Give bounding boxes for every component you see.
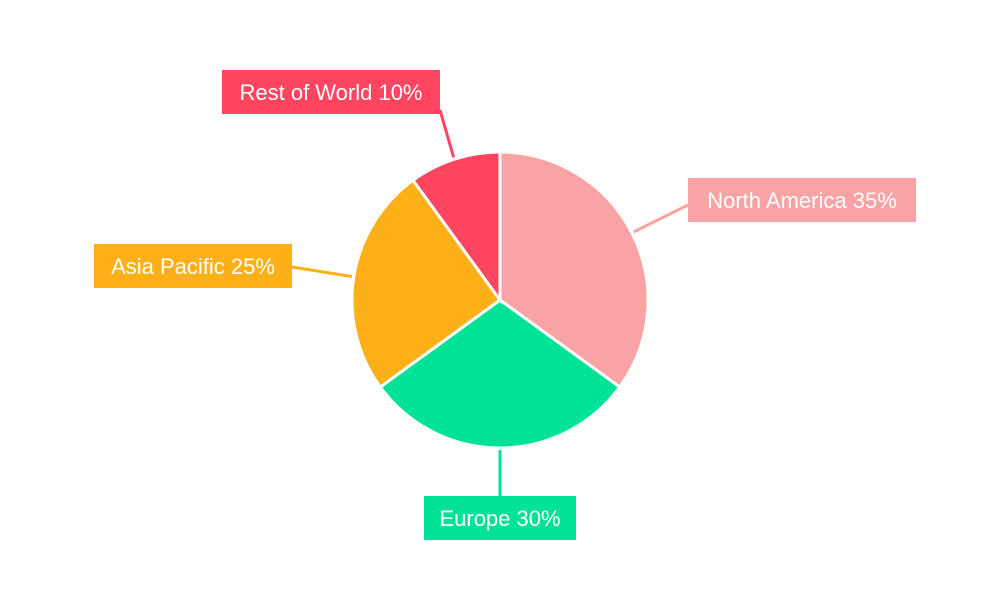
slice-rest-of-world[interactable]: [410, 150, 502, 305]
data-label-europe: Europe 30%: [424, 496, 576, 540]
label-text: Rest of World 10%: [239, 80, 422, 105]
leader-line-rest-of-world: [438, 109, 456, 158]
data-label-asia-pacific: Asia Pacific 25%: [94, 244, 292, 288]
label-box: [424, 496, 576, 540]
data-label-north-america: North America 35%: [688, 178, 916, 222]
label-text: Asia Pacific 25%: [111, 254, 275, 279]
label-box: [94, 244, 292, 288]
data-label-rest-of-world: Rest of World 10%: [222, 70, 440, 114]
slice-asia-pacific[interactable]: [350, 178, 503, 390]
label-box: [222, 70, 440, 114]
label-text: North America 35%: [707, 188, 897, 213]
label-text: Europe 30%: [439, 506, 560, 531]
slice-europe[interactable]: [378, 298, 622, 450]
leader-line-north-america: [632, 203, 689, 234]
leader-line-asia-pacific: [291, 265, 353, 279]
label-box: [688, 178, 916, 222]
slice-north-america[interactable]: [498, 150, 650, 390]
